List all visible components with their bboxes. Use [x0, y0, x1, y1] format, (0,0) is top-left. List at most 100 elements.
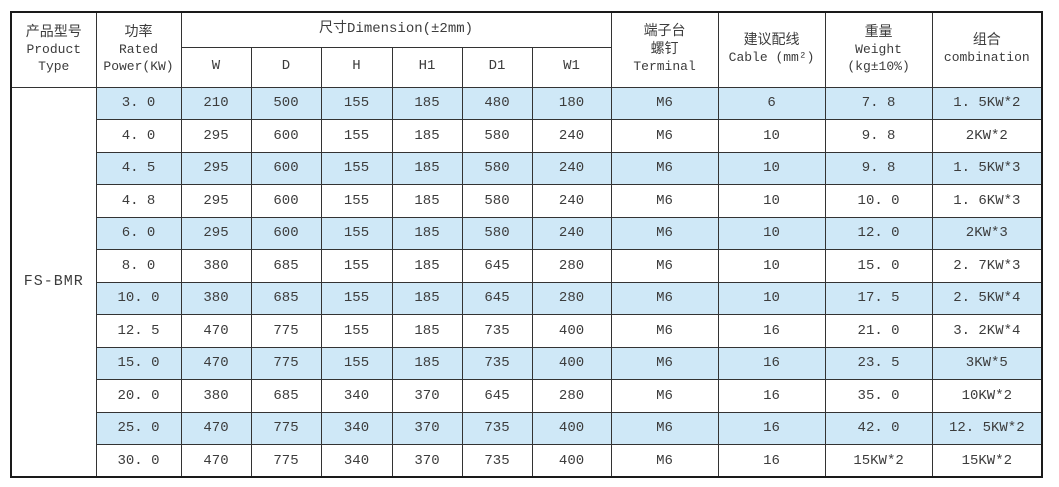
cell-cable: 16	[717, 314, 826, 348]
header-dim-d1: D1	[461, 46, 533, 88]
cell-power: 15. 0	[95, 346, 182, 380]
cell-h: 155	[320, 281, 393, 315]
cell-terminal: M6	[610, 444, 719, 478]
cell-weight: 9. 8	[824, 151, 933, 185]
header-product-type: 产品型号 Product Type	[10, 11, 97, 88]
cell-terminal: M6	[610, 281, 719, 315]
cell-terminal: M6	[610, 249, 719, 283]
table-row: 20. 0 380 685 340 370 645 280 M6 16 35. 0 10KW*2	[11, 379, 1043, 413]
header-rated-power: 功率 Rated Power(KW)	[95, 11, 182, 88]
header-weight-en: Weight	[855, 42, 902, 58]
cell-d1: 645	[461, 249, 533, 283]
header-dim-h1: H1	[391, 46, 463, 88]
cell-w1: 280	[531, 249, 612, 283]
header-dim-h: H	[320, 46, 393, 88]
cell-cable: 10	[717, 119, 826, 153]
table-row: FS-BMR 3. 0 210 500 155 185 480 180 M6 6 7. 8 1. 5K…	[10, 86, 1043, 478]
cell-d: 775	[250, 346, 322, 380]
table-row: 15. 0 470 775 155 185 735 400 M6 16 23. 5 3KW*5	[11, 346, 1043, 380]
cell-w1: 400	[531, 314, 612, 348]
cell-weight: 7. 8	[824, 86, 933, 120]
cell-w: 380	[180, 281, 252, 315]
cell-cable: 6	[717, 86, 826, 120]
cell-h: 155	[320, 151, 393, 185]
cell-terminal: M6	[610, 379, 719, 413]
header-weight-unit: (kg±10%)	[847, 58, 910, 74]
cell-terminal: M6	[610, 314, 719, 348]
cell-weight: 21. 0	[824, 314, 933, 348]
cell-h1: 185	[391, 249, 463, 283]
cell-w1: 280	[531, 379, 612, 413]
cell-h: 155	[320, 119, 393, 153]
cell-power: 20. 0	[95, 379, 182, 413]
header-combination: 组合 combination	[931, 11, 1043, 88]
cell-h: 340	[320, 444, 393, 478]
cell-weight: 15KW*2	[824, 444, 933, 478]
cell-w1: 400	[531, 346, 612, 380]
cell-h: 155	[320, 346, 393, 380]
cell-weight: 10. 0	[824, 184, 933, 218]
table-row: 25. 0 470 775 340 370 735 400 M6 16 42. 0 12. 5KW*…	[11, 411, 1043, 445]
cell-d: 775	[250, 444, 322, 478]
header-terminal-zh2: 螺钉	[650, 41, 679, 58]
cell-combination: 2KW*3	[931, 216, 1043, 250]
header-terminal-en: Terminal	[633, 59, 696, 75]
cell-cable: 10	[717, 281, 826, 315]
cell-w: 380	[180, 379, 252, 413]
header-dim-w: W	[180, 46, 252, 88]
cell-d: 775	[250, 314, 322, 348]
cell-w1: 400	[531, 411, 612, 445]
cell-terminal: M6	[610, 216, 719, 250]
cell-w: 295	[180, 151, 252, 185]
cell-power: 25. 0	[95, 411, 182, 445]
cell-d: 685	[250, 379, 322, 413]
cell-cable: 16	[717, 444, 826, 478]
cell-combination: 12. 5KW*2	[931, 411, 1043, 445]
cell-h1: 185	[391, 151, 463, 185]
cell-w: 470	[180, 346, 252, 380]
cell-terminal: M6	[610, 411, 719, 445]
cell-d: 500	[250, 86, 322, 120]
cell-h1: 185	[391, 346, 463, 380]
cell-cable: 10	[717, 249, 826, 283]
header-product-type-en1: Product	[26, 42, 82, 58]
cell-weight: 17. 5	[824, 281, 933, 315]
header-product-type-en2: Type	[38, 58, 70, 74]
cell-cable: 10	[717, 184, 826, 218]
header-terminal-zh1: 端子台	[643, 24, 686, 41]
header-row-1: 产品型号 Product Type 功率 Rated Power(KW) 尺寸D…	[10, 11, 1043, 88]
cell-power: 4. 0	[95, 119, 182, 153]
cell-h: 155	[320, 86, 393, 120]
cell-d1: 735	[461, 346, 533, 380]
header-cable: 建议配线 Cable (mm²)	[717, 11, 826, 88]
cell-terminal: M6	[610, 184, 719, 218]
cell-d: 775	[250, 411, 322, 445]
cell-d: 600	[250, 119, 322, 153]
cell-w: 470	[180, 314, 252, 348]
cell-d: 600	[250, 184, 322, 218]
cell-power: 4. 8	[95, 184, 182, 218]
header-product-type-zh: 产品型号	[25, 24, 82, 41]
cell-combination: 3KW*5	[931, 346, 1043, 380]
header-rated-power-en1: Rated	[118, 42, 158, 58]
cell-d1: 580	[461, 184, 533, 218]
cell-power: 30. 0	[95, 444, 182, 478]
cell-d: 600	[250, 216, 322, 250]
cell-combination: 1. 5KW*3	[931, 151, 1043, 185]
table-row: 4. 5 295 600 155 185 580 240 M6 10 9. 8 1. 5KW*3	[11, 151, 1043, 185]
cell-h: 155	[320, 249, 393, 283]
header-cable-en: Cable (mm²)	[728, 50, 815, 66]
cell-h: 340	[320, 379, 393, 413]
table-row: 6. 0 295 600 155 185 580 240 M6 10 12. 0 2KW*3	[11, 216, 1043, 250]
product-type-cell: FS-BMR	[10, 86, 97, 478]
cell-combination: 10KW*2	[931, 379, 1043, 413]
cell-d1: 735	[461, 314, 533, 348]
cell-cable: 10	[717, 216, 826, 250]
header-terminal: 端子台 螺钉 Terminal	[610, 11, 719, 88]
header-weight-zh: 重量	[864, 24, 893, 41]
cell-h1: 370	[391, 444, 463, 478]
cell-power: 12. 5	[95, 314, 182, 348]
cell-power: 3. 0	[95, 86, 182, 120]
cell-w1: 240	[531, 216, 612, 250]
cell-combination: 2. 5KW*4	[931, 281, 1043, 315]
